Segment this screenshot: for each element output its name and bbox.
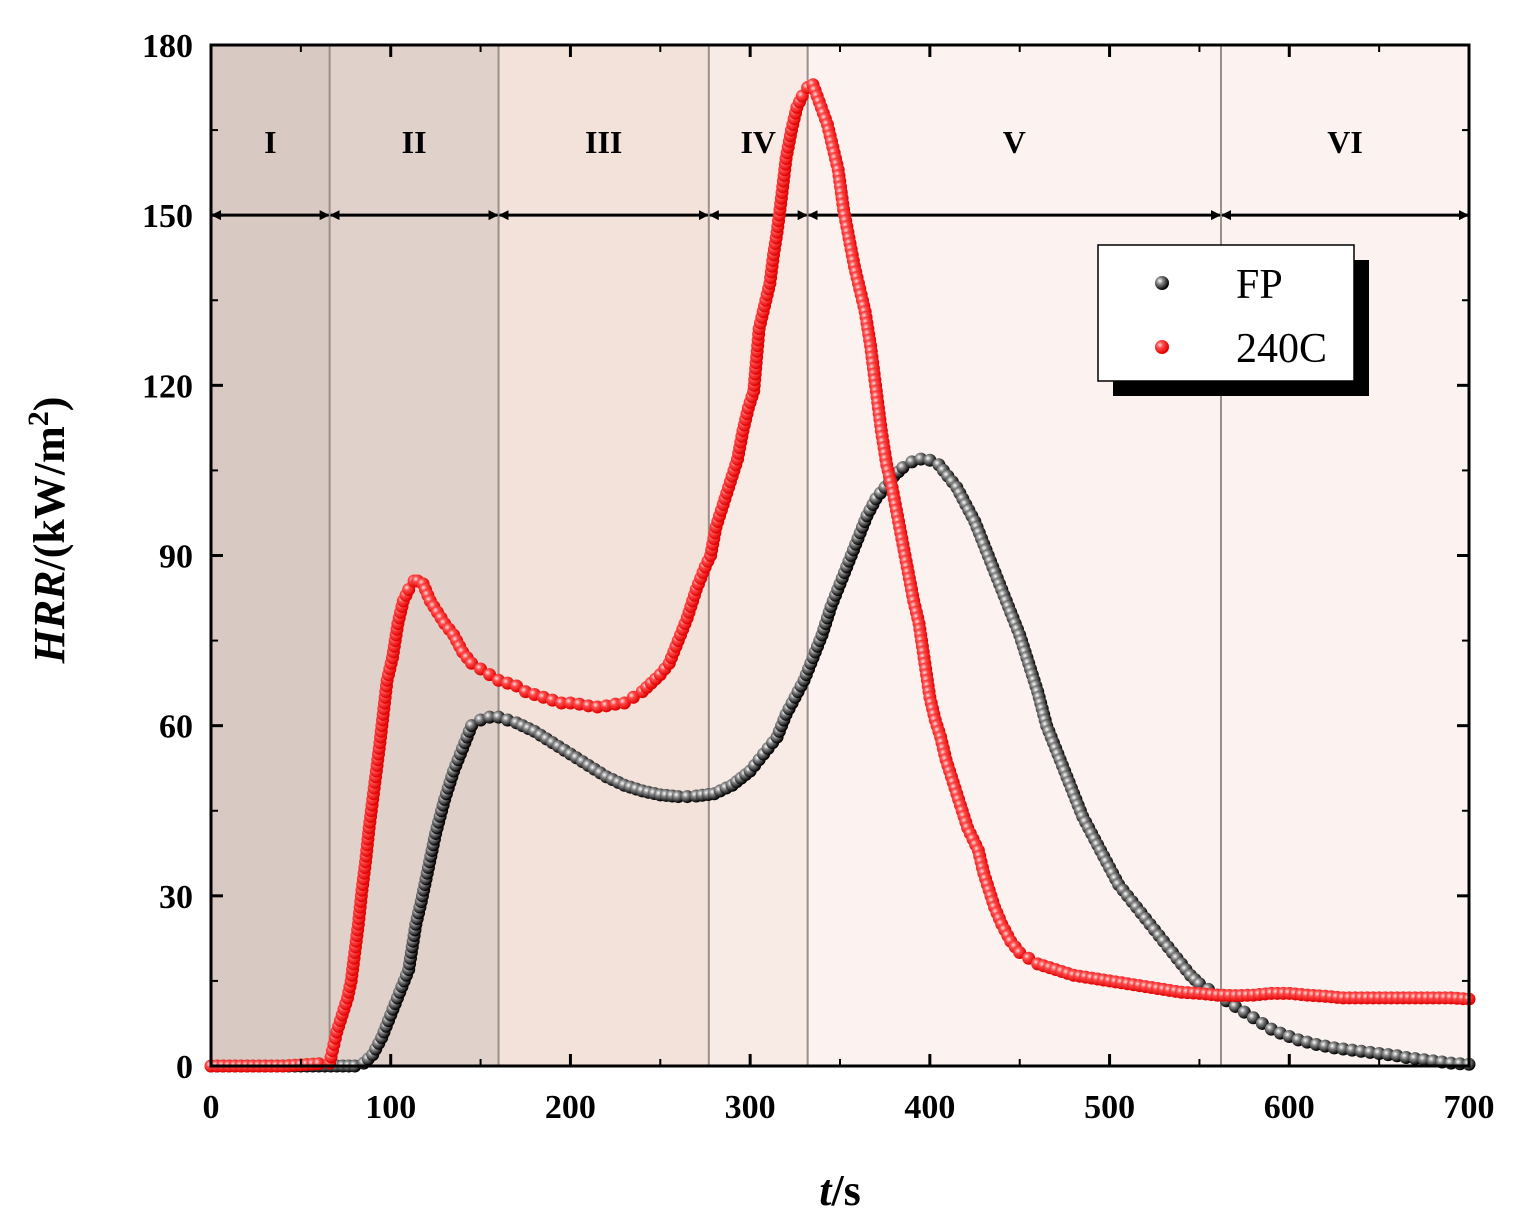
stage-band-III [498,45,709,1066]
axis-tick-labels: 0 100 200 300 400 500 600 700 0 30 60 90 120 150 180 [142,28,1495,1126]
legend-label-240c: 240C [1236,326,1327,372]
stage-band-VI [1220,45,1469,1066]
y-axis-title-italic: HRR [25,570,74,664]
y-tick-label: 0 [176,1049,193,1086]
x-axis-title-unit: /s [830,1166,860,1215]
axis-ticks [209,43,1471,1068]
x-tick-label: 300 [725,1089,776,1126]
y-tick-label: 180 [142,28,193,65]
stage-label-VI: VI [1327,124,1363,160]
stage-band-IV [708,45,808,1066]
stage-band-V [807,45,1221,1066]
legend-box [1097,244,1355,382]
y-tick-label: 150 [142,198,193,235]
y-tick-label: 120 [142,368,193,405]
y-tick-label: 60 [159,709,193,746]
legend-marker-fp [1155,276,1169,290]
series-layer [204,78,1476,1073]
x-axis-title: t/s [819,1166,861,1215]
stage-label-IV: IV [740,124,776,160]
x-tick-label: 0 [203,1089,220,1126]
y-axis-title-unit: /(kW/m [25,426,74,571]
x-tick-label: 400 [904,1089,955,1126]
y-tick-label: 90 [159,539,193,576]
y-tick-label: 30 [159,879,193,916]
stage-labels: I II III IV V VI [264,124,1363,160]
stage-band-I [211,45,330,1066]
x-tick-label: 500 [1084,1089,1135,1126]
legend-label-fp: FP [1236,262,1283,308]
stage-label-III: III [585,124,622,160]
stage-label-II: II [402,124,427,160]
stage-label-I: I [264,124,276,160]
stage-label-V: V [1003,124,1026,160]
legend: FP 240C [1097,244,1369,396]
y-axis-title-close: ) [25,397,74,412]
point-FP [671,790,685,804]
x-tick-label: 700 [1444,1089,1495,1126]
x-axis-title-italic: t [819,1166,833,1215]
y-axis-title: HRR/(kW/m2) [22,397,74,665]
series-FP [204,452,1476,1073]
y-axis-title-sup: 2 [22,411,55,426]
legend-marker-240c [1155,340,1169,354]
point-FP [483,710,497,724]
x-tick-label: 100 [365,1089,416,1126]
point-240C [554,696,568,710]
series-240C [204,78,1476,1073]
x-tick-label: 600 [1264,1089,1315,1126]
x-tick-label: 200 [545,1089,596,1126]
